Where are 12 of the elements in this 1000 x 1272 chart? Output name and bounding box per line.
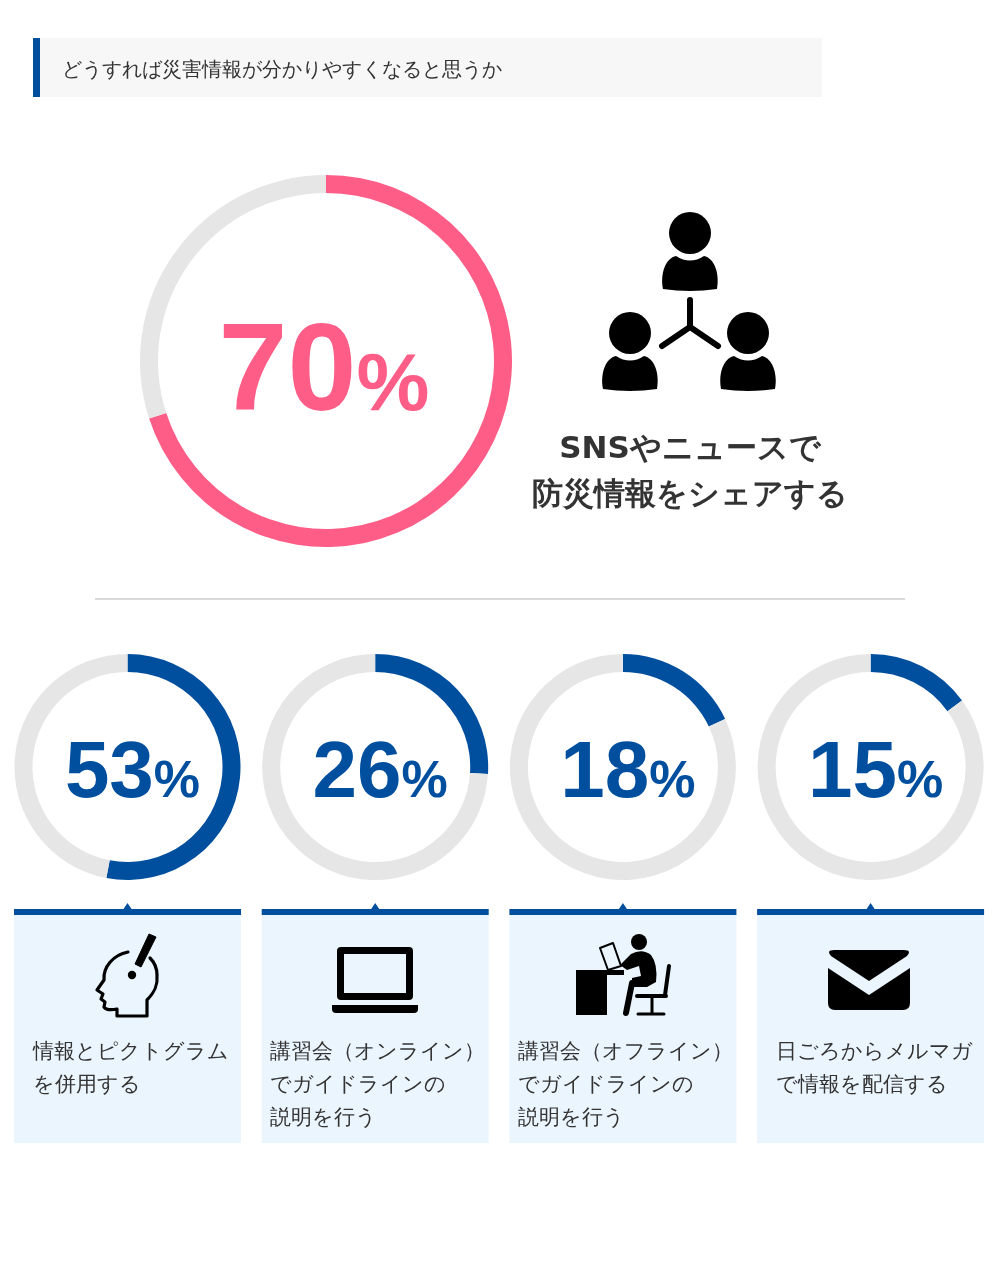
- text: 講習会（オンライン）でガイドラインの説明を行う: [270, 1039, 486, 1129]
- donut-slice: [149, 175, 512, 547]
- text: 講習会（オフライン）でガイドラインの説明を行う: [517, 1039, 733, 1129]
- slice-label: SNSやニュースで防災情報をシェアする: [532, 429, 848, 511]
- text: 日ごろからメルマガで情報を配信する: [776, 1039, 974, 1096]
- data-label: 53%: [64, 725, 201, 814]
- data-label: 26%: [312, 725, 448, 814]
- chart-title: どうすれば災害情報が分かりやすくなると思うか: [62, 57, 502, 81]
- text: 情報とピクトグラムを併用する: [32, 1039, 229, 1096]
- data-label: 18%: [560, 725, 696, 814]
- data-label: 70%: [218, 298, 430, 436]
- data-label: 15%: [807, 725, 944, 814]
